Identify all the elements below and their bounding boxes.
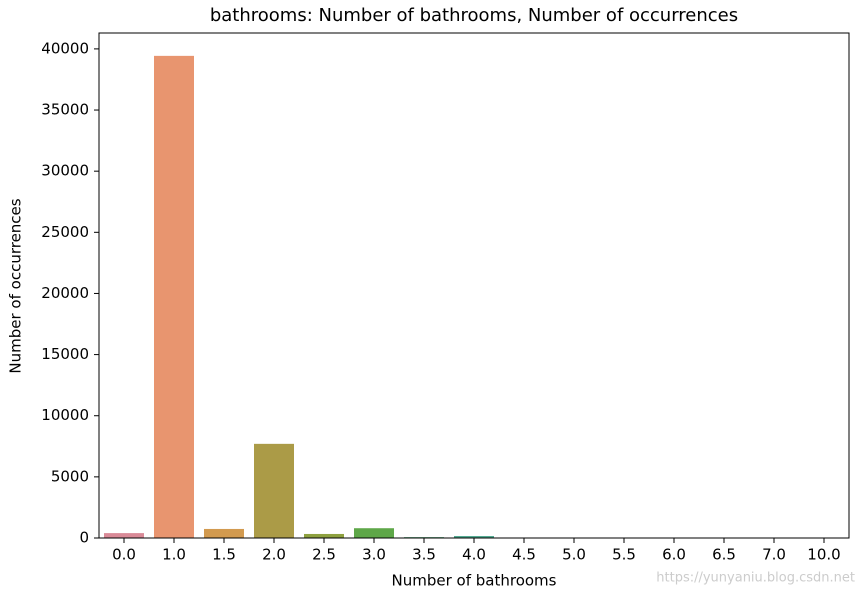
x-tick-label: 1.5: [212, 546, 236, 564]
x-tick-label: 2.0: [262, 546, 286, 564]
x-tick-label: 5.0: [562, 546, 586, 564]
x-tick-label: 3.5: [412, 546, 436, 564]
y-tick-label: 0: [79, 529, 89, 547]
bar: [204, 528, 244, 538]
y-tick-label: 40000: [41, 39, 89, 57]
x-axis-label: Number of bathrooms: [392, 572, 557, 590]
x-tick-label: 5.5: [612, 546, 636, 564]
bar: [254, 443, 294, 538]
y-tick-label: 15000: [41, 345, 89, 363]
x-tick-label: 6.5: [712, 546, 736, 564]
bar: [354, 528, 394, 538]
x-tick-label: 6.0: [662, 546, 686, 564]
x-tick-label: 2.5: [312, 546, 336, 564]
bar: [154, 55, 194, 539]
x-tick-label: 0.0: [112, 546, 136, 564]
plot-frame: [98, 32, 850, 539]
x-tick-label: 10.0: [807, 546, 840, 564]
y-tick-label: 20000: [41, 284, 89, 302]
watermark: https://yunyaniu.blog.csdn.net: [656, 571, 855, 586]
x-tick-label: 4.0: [462, 546, 486, 564]
y-axis-label: Number of occurrences: [7, 198, 25, 373]
bar: [304, 533, 344, 538]
x-tick-label: 4.5: [512, 546, 536, 564]
y-tick-label: 25000: [41, 223, 89, 241]
bar: [104, 533, 144, 538]
y-tick-label: 10000: [41, 406, 89, 424]
y-tick-label: 35000: [41, 101, 89, 119]
bar: [454, 536, 494, 538]
y-tick-label: 5000: [51, 467, 89, 485]
x-tick-label: 3.0: [362, 546, 386, 564]
x-tick-label: 7.0: [762, 546, 786, 564]
x-tick-label: 1.0: [162, 546, 186, 564]
y-tick-label: 30000: [41, 162, 89, 180]
chart-title: bathrooms: Number of bathrooms, Number o…: [210, 5, 738, 26]
